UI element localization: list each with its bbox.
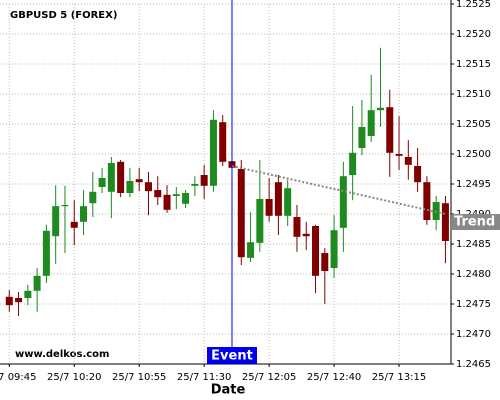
candle-body [414, 166, 422, 183]
candle-body [247, 242, 255, 258]
chart-title: GBPUSD 5 (FOREX) [10, 10, 117, 21]
x-axis-label: Date [211, 383, 246, 398]
x-tick-label: 25/7 11:30 [177, 372, 231, 383]
candle-body [358, 127, 366, 148]
x-tick-label: 25/7 10:55 [112, 372, 166, 383]
candle-body [293, 217, 301, 237]
candle-body [24, 290, 32, 298]
candle-body [182, 193, 190, 204]
candle-body [163, 194, 171, 210]
watermark: www.delkos.com [15, 349, 109, 360]
y-tick-label: 1.2505 [456, 119, 491, 130]
event-label: Event [211, 349, 253, 364]
y-tick-label: 1.2495 [456, 179, 491, 190]
candle-body [209, 119, 217, 186]
candle-body [89, 191, 97, 204]
candle-body [312, 226, 320, 276]
candle-body [395, 154, 403, 156]
candle-body [330, 230, 338, 268]
candle-body [367, 110, 375, 136]
candle-body [265, 199, 273, 216]
candle-body [135, 179, 143, 183]
candle-body [42, 230, 50, 276]
candle-body [321, 253, 329, 271]
x-tick-label: 25/7 09:45 [0, 372, 37, 383]
candle-body [144, 182, 152, 192]
candle-body [61, 205, 69, 207]
event-label-box [206, 347, 257, 364]
candle-body [237, 169, 245, 258]
candle-body [200, 175, 208, 186]
y-tick-label: 1.2465 [456, 359, 491, 370]
y-tick-label: 1.2470 [456, 329, 491, 340]
y-tick-label: 1.2520 [456, 29, 491, 40]
candle-body [154, 190, 162, 198]
y-tick-label: 1.2525 [456, 0, 491, 10]
candle-body [284, 188, 292, 216]
candle-body [376, 107, 384, 111]
y-tick-label: 1.2480 [456, 269, 491, 280]
candle-body [52, 206, 60, 237]
candle-body [15, 298, 23, 303]
y-tick-label: 1.2515 [456, 59, 491, 70]
candle-body [349, 152, 357, 175]
candle-body [423, 182, 431, 220]
candle-body [5, 296, 13, 306]
candle-body [98, 178, 106, 187]
candle-body [172, 194, 180, 196]
x-tick-label: 25/7 12:40 [307, 372, 361, 383]
x-tick-label: 25/7 13:15 [372, 372, 426, 383]
candle-body [441, 203, 449, 241]
trend-label: Trend [454, 215, 495, 230]
candle-body [117, 161, 125, 193]
candle-body [107, 163, 115, 192]
candle-body [80, 206, 88, 222]
candle-body [302, 233, 310, 237]
y-tick-label: 1.2485 [456, 239, 491, 250]
candle-body [386, 107, 394, 153]
x-tick-label: 25/7 12:05 [242, 372, 296, 383]
trend-label-box [452, 214, 500, 230]
candle-body [33, 275, 41, 291]
candle-body [219, 122, 227, 162]
y-tick-label: 1.2475 [456, 299, 491, 310]
candle-body [339, 176, 347, 228]
candle-body [256, 199, 264, 243]
candle-body [126, 181, 134, 193]
candle-body [70, 221, 78, 228]
candle-body [191, 184, 199, 186]
candle-body [274, 182, 282, 216]
candle-body [404, 157, 412, 165]
trend-line [231, 165, 446, 215]
y-tick-label: 1.2500 [456, 149, 491, 160]
x-tick-label: 25/7 10:20 [47, 372, 101, 383]
y-tick-label: 1.2510 [456, 89, 491, 100]
